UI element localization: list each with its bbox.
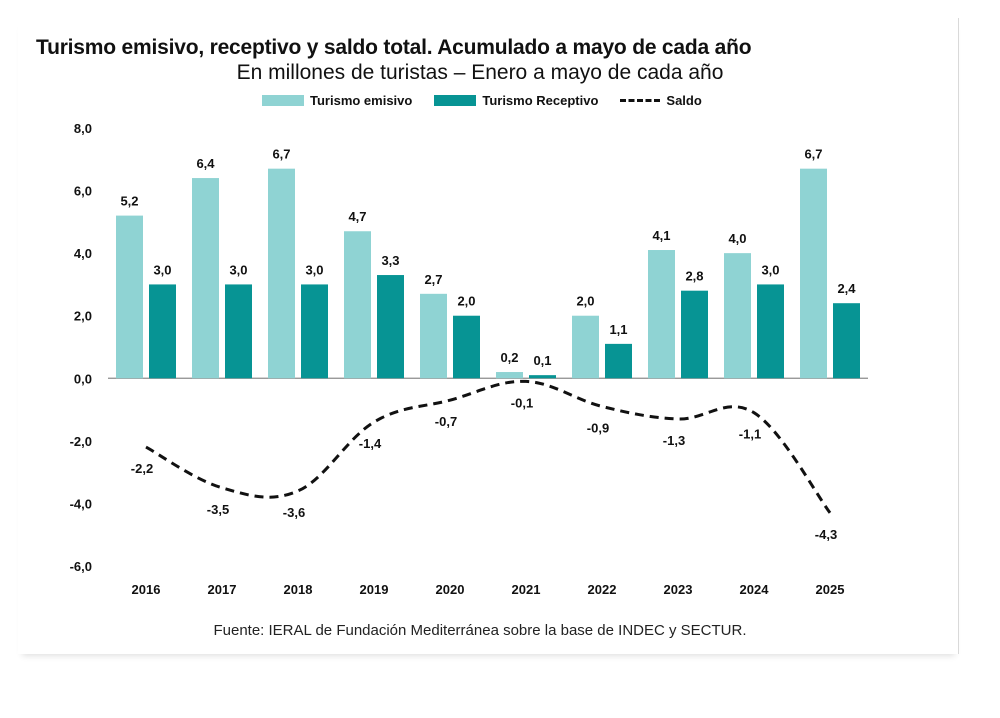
x-tick-label: 2023: [664, 582, 693, 597]
legend-label-emisivo: Turismo emisivo: [310, 93, 413, 108]
bar-receptivo-label: 1,1: [609, 322, 627, 337]
bar-emisivo: [496, 372, 523, 379]
x-tick-label: 2020: [436, 582, 465, 597]
saldo-point-label: -4,3: [815, 527, 837, 542]
y-tick-label: -2,0: [70, 434, 92, 449]
bar-receptivo-label: 3,0: [153, 262, 171, 277]
chart-source-footer: Fuente: IERAL de Fundación Mediterránea …: [213, 622, 747, 639]
legend-label-receptivo: Turismo Receptivo: [482, 93, 599, 108]
bar-receptivo: [225, 284, 252, 379]
y-tick-label: 6,0: [74, 184, 92, 199]
bar-receptivo-label: 3,3: [381, 253, 399, 268]
legend-label-saldo: Saldo: [666, 93, 702, 108]
bar-emisivo-label: 2,7: [424, 272, 442, 287]
bar-receptivo-label: 3,0: [229, 262, 247, 277]
bar-emisivo: [420, 293, 447, 379]
bar-receptivo: [833, 303, 860, 379]
bar-receptivo: [757, 284, 784, 379]
legend-swatch-emisivo: [262, 95, 304, 106]
saldo-point-label: -2,2: [131, 461, 153, 476]
y-tick-label: -6,0: [70, 559, 92, 574]
bar-receptivo-label: 3,0: [761, 262, 779, 277]
bar-receptivo: [301, 284, 328, 379]
bar-emisivo-label: 6,4: [196, 156, 215, 171]
x-tick-label: 2024: [740, 582, 770, 597]
bar-emisivo: [648, 250, 675, 379]
bar-receptivo-label: 3,0: [305, 262, 323, 277]
saldo-point-label: -1,4: [359, 436, 382, 451]
x-tick-label: 2021: [512, 582, 541, 597]
saldo-point-label: -1,3: [663, 433, 685, 448]
chart-title: Turismo emisivo, receptivo y saldo total…: [36, 36, 752, 59]
y-tick-label: 0,0: [74, 371, 92, 386]
bar-receptivo-label: 2,4: [837, 281, 856, 296]
saldo-point-label: -3,6: [283, 505, 305, 520]
chart-subtitle: En millones de turistas – Enero a mayo d…: [236, 61, 724, 84]
bar-emisivo-label: 0,2: [500, 350, 518, 365]
y-tick-label: 4,0: [74, 246, 92, 261]
bar-emisivo: [344, 231, 371, 379]
bar-receptivo: [605, 343, 632, 379]
saldo-point-label: -0,1: [511, 395, 533, 410]
legend-item-saldo: Saldo: [620, 93, 702, 108]
saldo-point-label: -0,9: [587, 420, 609, 435]
legend-item-receptivo: Turismo Receptivo: [434, 93, 598, 108]
x-tick-label: 2017: [208, 582, 237, 597]
saldo-point-label: -1,1: [739, 427, 761, 442]
y-tick-label: 2,0: [74, 309, 92, 324]
bar-emisivo: [724, 253, 751, 379]
bar-emisivo-label: 6,7: [804, 147, 822, 162]
saldo-line: [145, 379, 832, 514]
saldo-point-label: -0,7: [435, 414, 457, 429]
bar-emisivo: [572, 315, 599, 379]
x-tick-label: 2019: [360, 582, 389, 597]
y-tick-label: -4,0: [70, 496, 92, 511]
bar-receptivo: [529, 375, 556, 379]
bar-emisivo: [192, 178, 219, 379]
legend-dash-saldo: [620, 99, 661, 102]
bar-receptivo: [149, 284, 176, 379]
x-tick-label: 2018: [284, 582, 313, 597]
bar-receptivo-label: 2,0: [457, 294, 475, 309]
bar-emisivo-label: 2,0: [576, 294, 594, 309]
bar-emisivo: [268, 168, 295, 379]
x-tick-label: 2025: [816, 582, 845, 597]
bar-emisivo-label: 4,0: [728, 231, 746, 246]
x-tick-label: 2022: [588, 582, 617, 597]
bar-emisivo: [800, 168, 827, 379]
saldo-point-label: -3,5: [207, 502, 229, 517]
chart-legend: Turismo emisivo Turismo Receptivo Saldo: [262, 93, 724, 108]
bar-receptivo: [681, 290, 708, 379]
bar-emisivo-label: 4,7: [348, 209, 366, 224]
y-tick-label: 8,0: [74, 121, 92, 136]
bar-emisivo: [116, 215, 143, 379]
legend-swatch-receptivo: [434, 95, 477, 106]
bar-receptivo-label: 0,1: [533, 353, 551, 368]
bar-receptivo: [377, 275, 404, 379]
bar-receptivo-label: 2,8: [685, 269, 703, 284]
bar-emisivo-label: 6,7: [272, 147, 290, 162]
x-tick-label: 2016: [132, 582, 161, 597]
bar-emisivo-label: 5,2: [120, 194, 138, 209]
legend-item-emisivo: Turismo emisivo: [262, 93, 412, 108]
bar-receptivo: [453, 315, 480, 379]
bar-emisivo-label: 4,1: [652, 228, 670, 243]
